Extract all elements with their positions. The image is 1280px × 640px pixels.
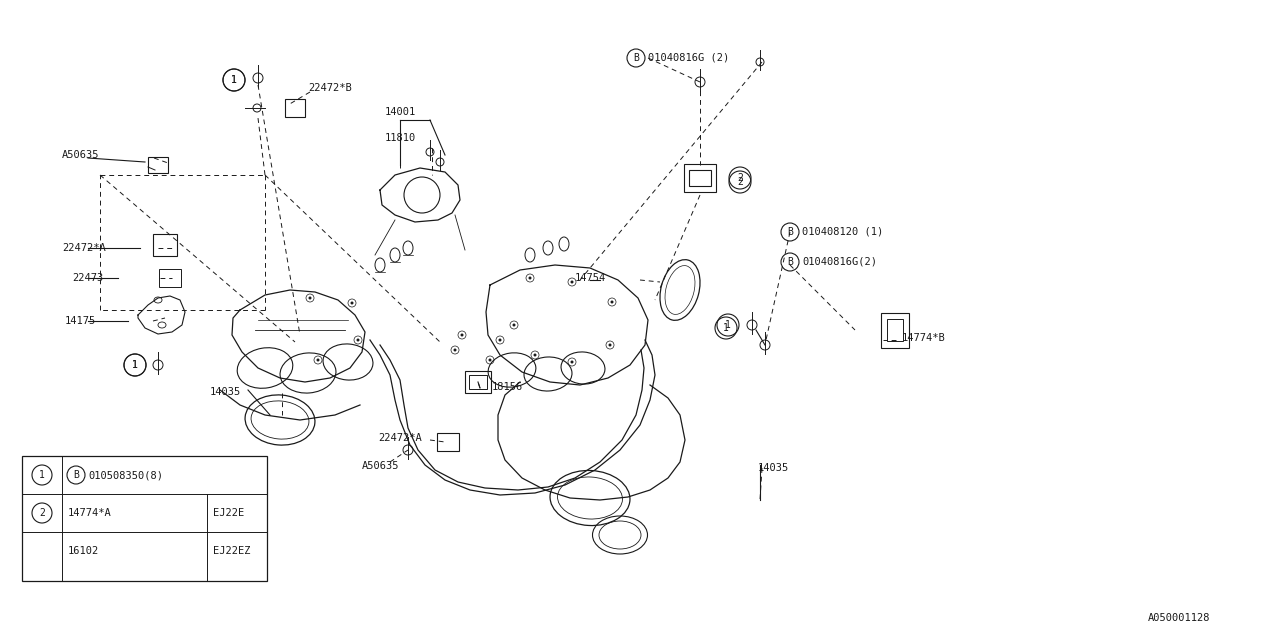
Circle shape xyxy=(571,360,573,364)
Text: A050001128: A050001128 xyxy=(1148,613,1211,623)
Circle shape xyxy=(611,301,613,303)
Text: 2: 2 xyxy=(737,177,742,187)
Text: A50635: A50635 xyxy=(362,461,399,471)
Bar xyxy=(285,99,305,117)
Text: 14035: 14035 xyxy=(758,463,790,473)
Text: B: B xyxy=(787,257,792,267)
Circle shape xyxy=(453,349,457,351)
Text: 14754: 14754 xyxy=(575,273,607,283)
Bar xyxy=(436,433,460,451)
Bar xyxy=(689,170,710,186)
Text: 14774*A: 14774*A xyxy=(68,508,111,518)
Bar xyxy=(22,456,268,581)
Text: 1: 1 xyxy=(723,323,728,333)
Text: 2: 2 xyxy=(737,173,742,183)
Circle shape xyxy=(529,276,531,280)
Text: 14001: 14001 xyxy=(385,107,416,117)
Text: 14175: 14175 xyxy=(65,316,96,326)
Text: B: B xyxy=(634,53,639,63)
Bar xyxy=(684,164,716,192)
Bar xyxy=(881,313,909,348)
Text: 22472*B: 22472*B xyxy=(308,83,352,93)
Text: 22473: 22473 xyxy=(72,273,104,283)
Circle shape xyxy=(498,339,502,342)
Text: 010408120 (1): 010408120 (1) xyxy=(803,227,883,237)
Text: 18156: 18156 xyxy=(492,382,524,392)
Text: B: B xyxy=(787,227,792,237)
Circle shape xyxy=(534,353,536,356)
Text: 1: 1 xyxy=(132,360,138,370)
Text: 14774*B: 14774*B xyxy=(902,333,946,343)
Text: EJ22EZ: EJ22EZ xyxy=(212,546,251,556)
Text: 22472*A: 22472*A xyxy=(378,433,421,443)
Text: 1: 1 xyxy=(232,75,237,85)
Text: 14035: 14035 xyxy=(210,387,241,397)
Text: EJ22E: EJ22E xyxy=(212,508,244,518)
Text: 1: 1 xyxy=(724,320,731,330)
Text: 11810: 11810 xyxy=(385,133,416,143)
Bar xyxy=(159,269,180,287)
Text: 1: 1 xyxy=(132,360,138,370)
Circle shape xyxy=(357,339,360,342)
Bar xyxy=(154,234,177,256)
Circle shape xyxy=(571,280,573,284)
Text: 01040816G (2): 01040816G (2) xyxy=(648,53,730,63)
Circle shape xyxy=(351,301,353,305)
Circle shape xyxy=(461,333,463,337)
Text: 1: 1 xyxy=(232,75,237,85)
Circle shape xyxy=(608,344,612,346)
Text: 010508350(8): 010508350(8) xyxy=(88,470,163,480)
Bar xyxy=(887,319,902,341)
Circle shape xyxy=(489,358,492,362)
Bar xyxy=(465,371,492,393)
Circle shape xyxy=(308,296,311,300)
Circle shape xyxy=(316,358,320,362)
Bar xyxy=(468,375,486,389)
Text: 01040816G(2): 01040816G(2) xyxy=(803,257,877,267)
Text: 22472*A: 22472*A xyxy=(61,243,106,253)
Bar xyxy=(148,157,168,173)
Text: B: B xyxy=(73,470,79,480)
Text: 2: 2 xyxy=(40,508,45,518)
Text: 16102: 16102 xyxy=(68,546,100,556)
Text: A50635: A50635 xyxy=(61,150,100,160)
Text: 1: 1 xyxy=(40,470,45,480)
Circle shape xyxy=(512,323,516,326)
